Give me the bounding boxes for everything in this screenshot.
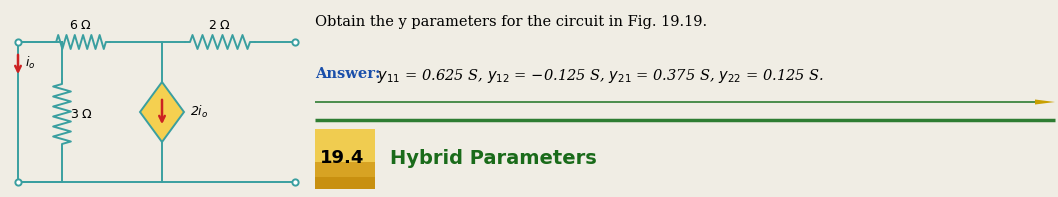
Text: 19.4: 19.4 [320,149,364,167]
Text: 6 $\Omega$: 6 $\Omega$ [70,19,92,32]
Text: Obtain the y parameters for the circuit in Fig. 19.19.: Obtain the y parameters for the circuit … [315,15,707,29]
Bar [315,162,375,177]
Polygon shape [140,82,184,142]
Bar [315,129,375,162]
Text: $i_o$: $i_o$ [25,54,35,71]
Text: $y_{11}$ = 0.625 S, $y_{12}$ = $-$0.125 S, $y_{21}$ = 0.375 S, $y_{22}$ = 0.125 : $y_{11}$ = 0.625 S, $y_{12}$ = $-$0.125 … [373,67,824,85]
Text: Answer:: Answer: [315,67,381,81]
Text: 3 $\Omega$: 3 $\Omega$ [70,108,93,121]
Text: Hybrid Parameters: Hybrid Parameters [390,150,597,168]
Bar [315,129,375,189]
Text: 2 $\Omega$: 2 $\Omega$ [208,19,232,32]
Text: 2$i_o$: 2$i_o$ [190,104,208,120]
Polygon shape [1035,99,1055,104]
